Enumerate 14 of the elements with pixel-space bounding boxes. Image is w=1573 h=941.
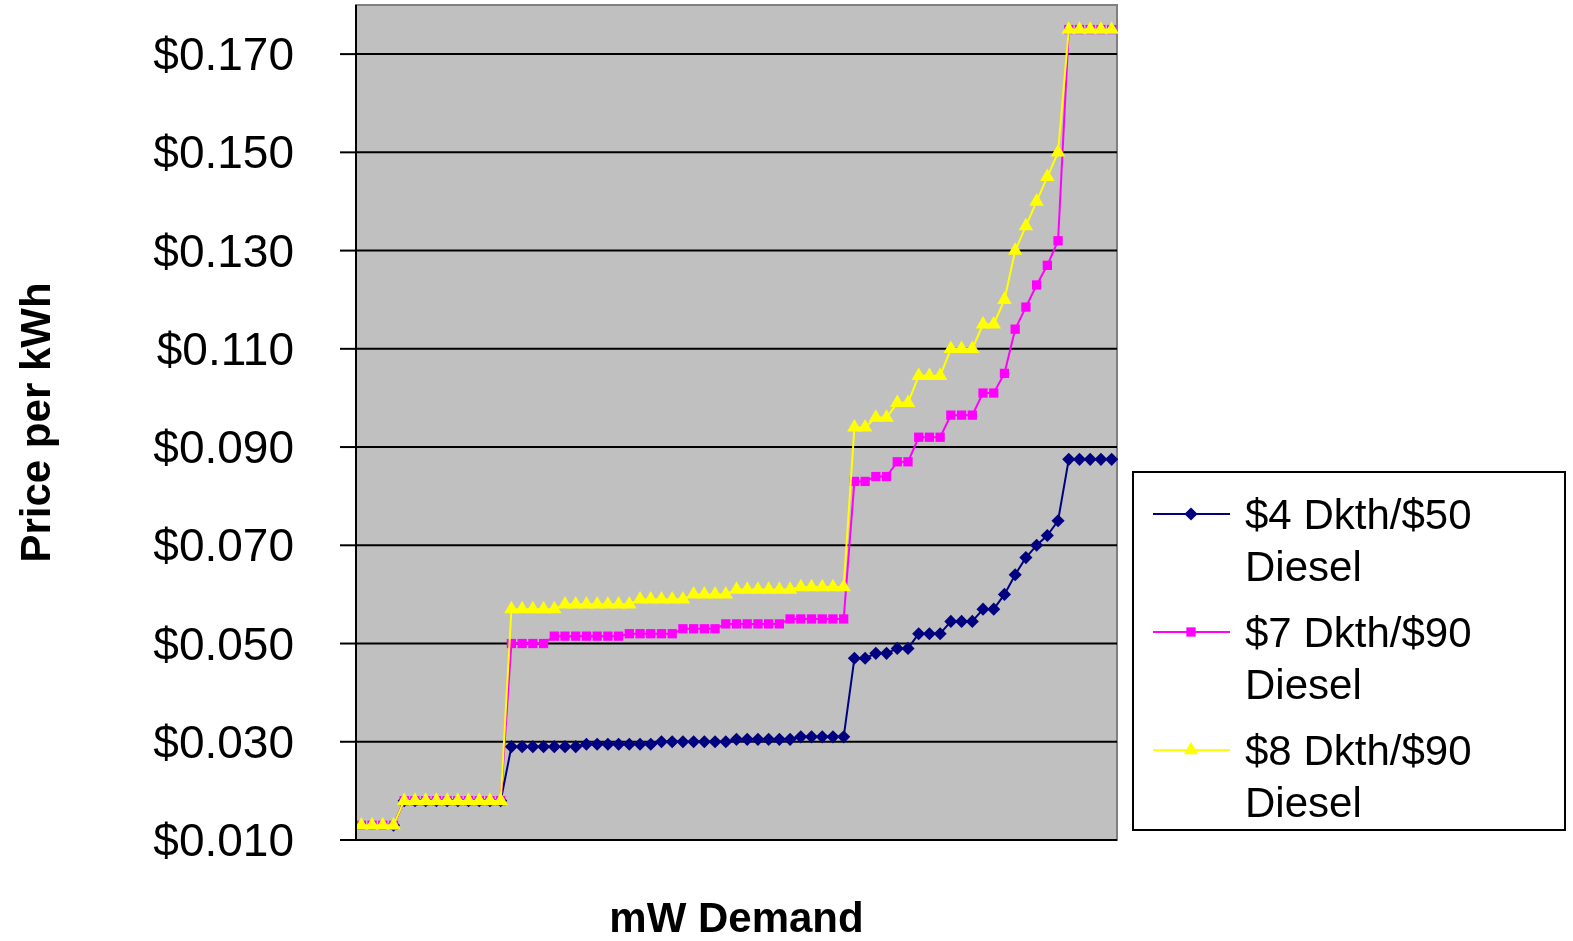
y-tick-label: $0.170 [153, 28, 294, 81]
y-tick-label: $0.130 [153, 224, 294, 277]
legend-label: $8 Dkth/$90 Diesel [1245, 726, 1472, 826]
legend-label: $7 Dkth/$90 Diesel [1245, 608, 1472, 708]
x-axis-title: mW Demand [609, 894, 864, 941]
y-tick-label: $0.110 [156, 322, 294, 375]
legend-label: $4 Dkth/$50 Diesel [1245, 490, 1472, 590]
y-tick-label: $0.150 [153, 126, 294, 179]
y-tick-label: $0.010 [153, 814, 294, 867]
y-tick-label: $0.090 [153, 421, 294, 474]
y-tick-label: $0.070 [153, 519, 294, 572]
y-tick-label: $0.030 [153, 715, 294, 768]
y-axis-title: Price per kWh [12, 282, 59, 563]
y-tick-label: $0.050 [153, 617, 294, 670]
